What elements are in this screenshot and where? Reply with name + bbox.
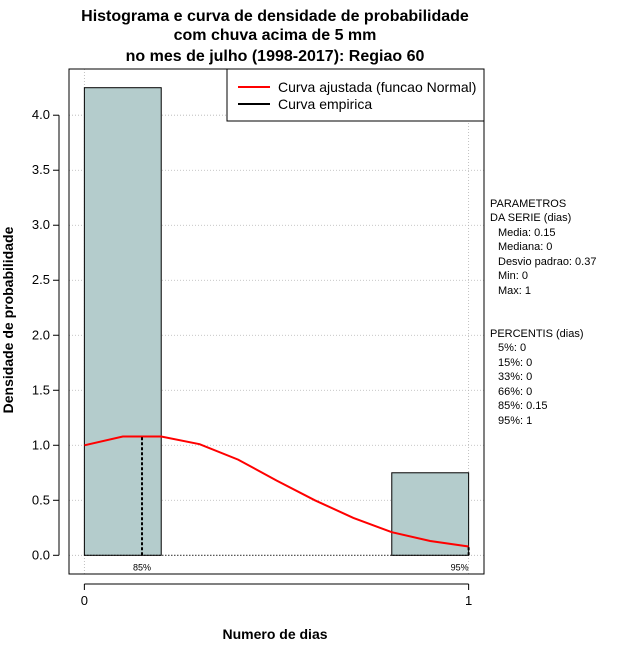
y-tick-label-5: 2.5	[32, 272, 50, 287]
param-mediana: Mediana: 0	[498, 241, 552, 253]
percentile-marker-label-1: 95%	[451, 562, 469, 572]
percentile-markers: 85% 95%	[133, 436, 470, 572]
percentil-95: 95%: 1	[498, 415, 532, 427]
percentis-header: PERCENTIS (dias)	[490, 328, 584, 340]
y-tick-label-2: 1.0	[32, 437, 50, 452]
y-tick-label-3: 1.5	[32, 382, 50, 397]
y-tick-label-7: 3.5	[32, 162, 50, 177]
y-tick-label-8: 4.0	[32, 107, 50, 122]
percentile-marker-label-0: 85%	[133, 562, 151, 572]
legend-normal-label: Curva ajustada (funcao Normal)	[278, 79, 476, 95]
y-tick-label-4: 2.0	[32, 327, 50, 342]
param-min: Min: 0	[498, 270, 528, 282]
legend-box	[226, 68, 485, 122]
y-tick-label-0: 0.0	[32, 547, 50, 562]
param-max: Max: 1	[498, 285, 531, 297]
params-header-2: DA SERIE (dias)	[490, 212, 571, 224]
legend-empirical-label: Curva empirica	[278, 96, 372, 112]
histogram-bars	[83, 87, 470, 556]
y-tick-label-1: 0.5	[32, 492, 50, 507]
x-axis-title: Numero de dias	[222, 626, 327, 642]
percentil-66: 66%: 0	[498, 386, 532, 398]
chart-title-line-1: Histograma e curva de densidade de proba…	[81, 8, 469, 25]
percentil-33: 33%: 0	[498, 371, 532, 383]
stats-panel: PARAMETROS DA SERIE (dias) Media: 0.15 M…	[490, 198, 596, 427]
histogram-bar-1	[391, 472, 470, 556]
percentil-15: 15%: 0	[498, 357, 532, 369]
params-header-1: PARAMETROS	[490, 198, 566, 210]
chart-title-line-2: com chuva acima de 5 mm	[174, 27, 377, 44]
x-tick-label-0: 0	[81, 593, 88, 608]
percentil-5: 5%: 0	[498, 342, 526, 354]
param-desvio: Desvio padrao: 0.37	[498, 256, 596, 268]
axes: 0.0 0.5 1.0 1.5 2.0 2.5 3.0 3.5 4.0 0 1	[32, 107, 472, 608]
normal-curve-line	[84, 435, 469, 548]
percentil-85: 85%: 0.15	[498, 400, 548, 412]
y-axis-title: Densidade de probabilidade	[0, 226, 16, 413]
param-media: Media: 0.15	[498, 227, 555, 239]
histogram-bar-0	[83, 87, 162, 556]
chart-title-line-3: no mes de julho (1998-2017): Regiao 60	[126, 48, 425, 65]
legend: Curva ajustada (funcao Normal) Curva emp…	[226, 68, 485, 122]
y-tick-label-6: 3.0	[32, 217, 50, 232]
curves	[84, 435, 469, 556]
x-tick-label-1: 1	[465, 593, 472, 608]
